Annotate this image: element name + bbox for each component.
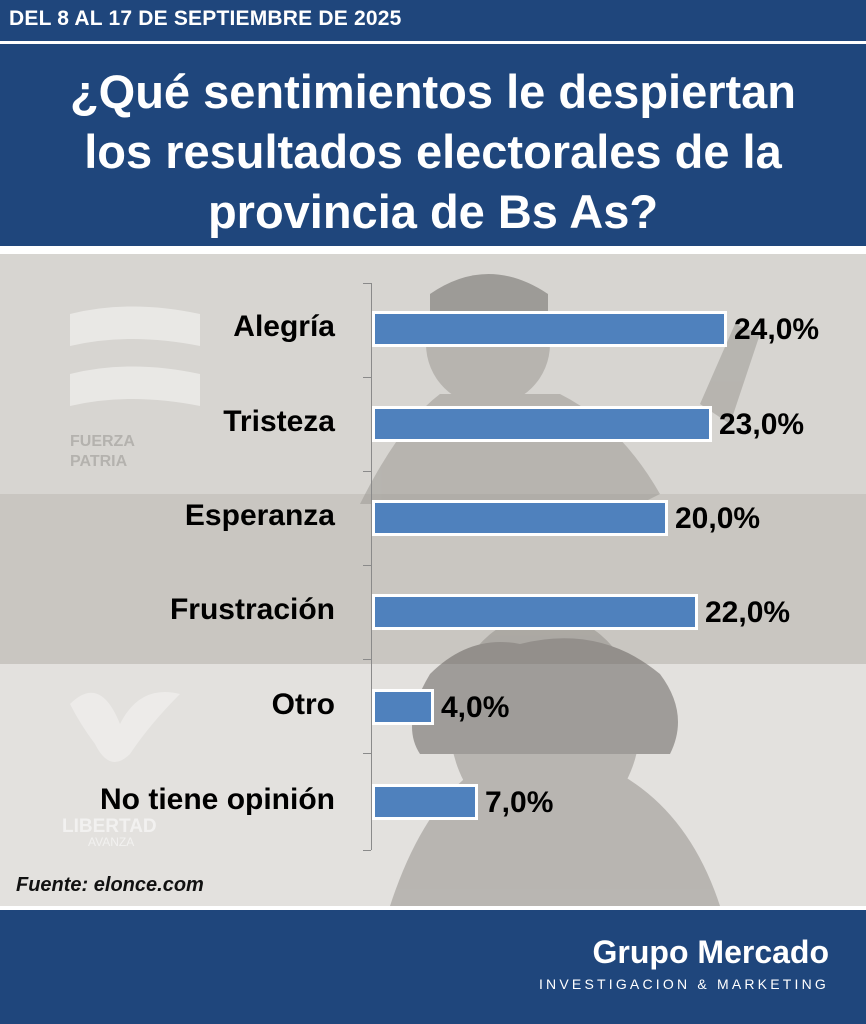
title-line-3: provincia de Bs As? (207, 185, 659, 238)
category-label: Otro (271, 688, 335, 721)
category-label: No tiene opinión (100, 783, 335, 816)
axis-tick (363, 471, 371, 472)
category-label: Frustración (169, 593, 335, 626)
bar (372, 784, 478, 820)
category-axis (371, 283, 372, 850)
category-label: Alegría (233, 310, 335, 343)
logo-top-line2: PATRIA (70, 453, 128, 470)
bar (372, 311, 727, 347)
value-label: 22,0% (705, 596, 791, 629)
logo-bottom-line2: AVANZA (88, 835, 134, 849)
fuerza-patria-logo: FUERZA PATRIA (70, 306, 200, 470)
survey-date: DEL 8 AL 17 DE SEPTIEMBRE DE 2025 (9, 7, 402, 30)
axis-tick (363, 565, 371, 566)
logo-bottom-line1: LIBERTAD (62, 816, 157, 837)
bar (372, 594, 698, 630)
brand-name: Grupo Mercado (592, 934, 829, 970)
value-label: 23,0% (719, 408, 805, 441)
chart-title: ¿Qué sentimientos le despiertan los resu… (0, 62, 866, 242)
date-banner: DEL 8 AL 17 DE SEPTIEMBRE DE 2025 (0, 0, 866, 41)
bar (372, 406, 712, 442)
axis-tick (363, 283, 371, 284)
value-label: 24,0% (734, 313, 820, 346)
logo-top-line1: FUERZA (70, 433, 135, 450)
axis-tick (363, 850, 371, 851)
brand-tagline: INVESTIGACION & MARKETING (538, 976, 829, 992)
title-line-2: los resultados electorales de la (84, 125, 782, 178)
value-label: 4,0% (441, 691, 510, 724)
bar (372, 689, 434, 725)
title-banner (0, 44, 866, 246)
source-note: Fuente: elonce.com (16, 874, 204, 896)
value-label: 7,0% (485, 786, 554, 819)
axis-tick (363, 659, 371, 660)
axis-tick (363, 753, 371, 754)
title-line-1: ¿Qué sentimientos le despiertan (69, 65, 797, 118)
category-label: Esperanza (184, 499, 335, 532)
category-label: Tristeza (223, 405, 335, 438)
axis-tick (363, 377, 371, 378)
value-label: 20,0% (675, 502, 761, 535)
libertad-avanza-logo: LIBERTAD AVANZA (62, 692, 180, 849)
footer-banner (0, 910, 866, 1024)
bar (372, 500, 668, 536)
